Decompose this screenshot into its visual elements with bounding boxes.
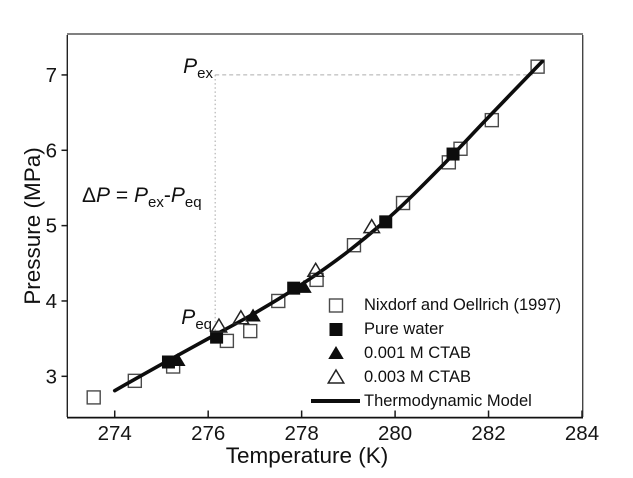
x-axis-title: Temperature (K) [226,443,389,468]
filled-triangle-glyph [327,345,344,359]
legend-label: Nixdorf and Oellrich (1997) [364,295,562,314]
data-point-pure-water [210,330,224,344]
data-point-nixdorf [271,293,286,309]
x-axis-tick-label: 274 [98,422,132,445]
p-ex-symbol: P [183,55,198,78]
open-triangle-shape [326,368,345,384]
delta-p-equation: ΔP = Pex-Peq [82,184,202,212]
legend: Nixdorf and Oellrich (1997) Pure water 0.0… [311,293,561,413]
p-eq-annotation: Peq [140,306,212,333]
y-axis-tick-label: 5 [46,215,57,238]
open-triangle-glyph [326,368,345,384]
data-point-ctab-003 [362,218,381,234]
data-point-nixdorf [395,195,411,211]
data-point-pure-water [379,215,393,229]
legend-label: Pure water [364,319,444,338]
x-axis-tick-label: 276 [191,422,225,445]
model-line-sample [311,399,360,403]
y-axis-tick-label: 6 [46,139,57,162]
data-point-nixdorf [86,390,101,405]
open-square-shape [328,298,343,313]
legend-item-pure-water: Pure water [311,317,561,341]
data-point-pure-water [446,147,460,161]
p-ex-annotation: Pex [140,55,213,82]
delta-symbol: Δ [82,184,97,207]
filled-square-marker-icon [311,320,360,338]
y-axis-tick-label: 3 [46,365,57,388]
y-axis-tick-label: 4 [46,290,57,313]
data-point-ctab-001 [245,308,261,322]
line-marker-icon [311,399,360,403]
data-point-pure-water [287,281,301,295]
open-square-marker-icon [311,296,360,314]
thermodynamic-model-curve [112,59,545,393]
y-axis-tick-label: 7 [46,64,57,87]
open-triangle-marker-icon [311,368,360,386]
data-point-nixdorf [346,238,362,253]
data-point-ctab-003 [306,261,325,278]
filled-square-shape [329,323,342,336]
data-point-ctab-001 [170,352,186,366]
legend-label: Thermodynamic Model [364,391,532,410]
x-axis-tick-label: 282 [471,422,505,445]
data-point-ctab-001 [296,279,312,293]
p-eq-subscript: eq [195,316,212,334]
legend-label: 0.001 M CTAB [364,343,471,362]
data-point-nixdorf [243,323,258,339]
x-axis-tick-label: 278 [285,422,319,445]
legend-item-model: Thermodynamic Model [311,389,561,413]
filled-square-glyph [329,323,342,336]
legend-item-nixdorf: Nixdorf and Oellrich (1997) [311,293,561,317]
p-eq-symbol: P [181,306,196,329]
legend-item-ctab-001: 0.001 M CTAB [311,341,561,365]
filled-triangle-marker-icon [311,344,360,362]
data-point-ctab-003 [231,309,250,325]
data-point-nixdorf [530,59,545,74]
open-square-glyph [328,298,343,313]
x-axis-tick-label: 284 [565,422,599,445]
legend-label: 0.003 M CTAB [364,367,471,386]
legend-item-ctab-003: 0.003 M CTAB [311,365,561,389]
data-point-ctab-003 [209,317,228,333]
x-axis-tick-label: 280 [378,422,412,445]
data-point-nixdorf [127,373,143,389]
filled-triangle-shape [327,345,344,359]
p-ex-subscript: ex [197,65,213,83]
y-axis-title: Pressure (MPa) [20,147,45,305]
